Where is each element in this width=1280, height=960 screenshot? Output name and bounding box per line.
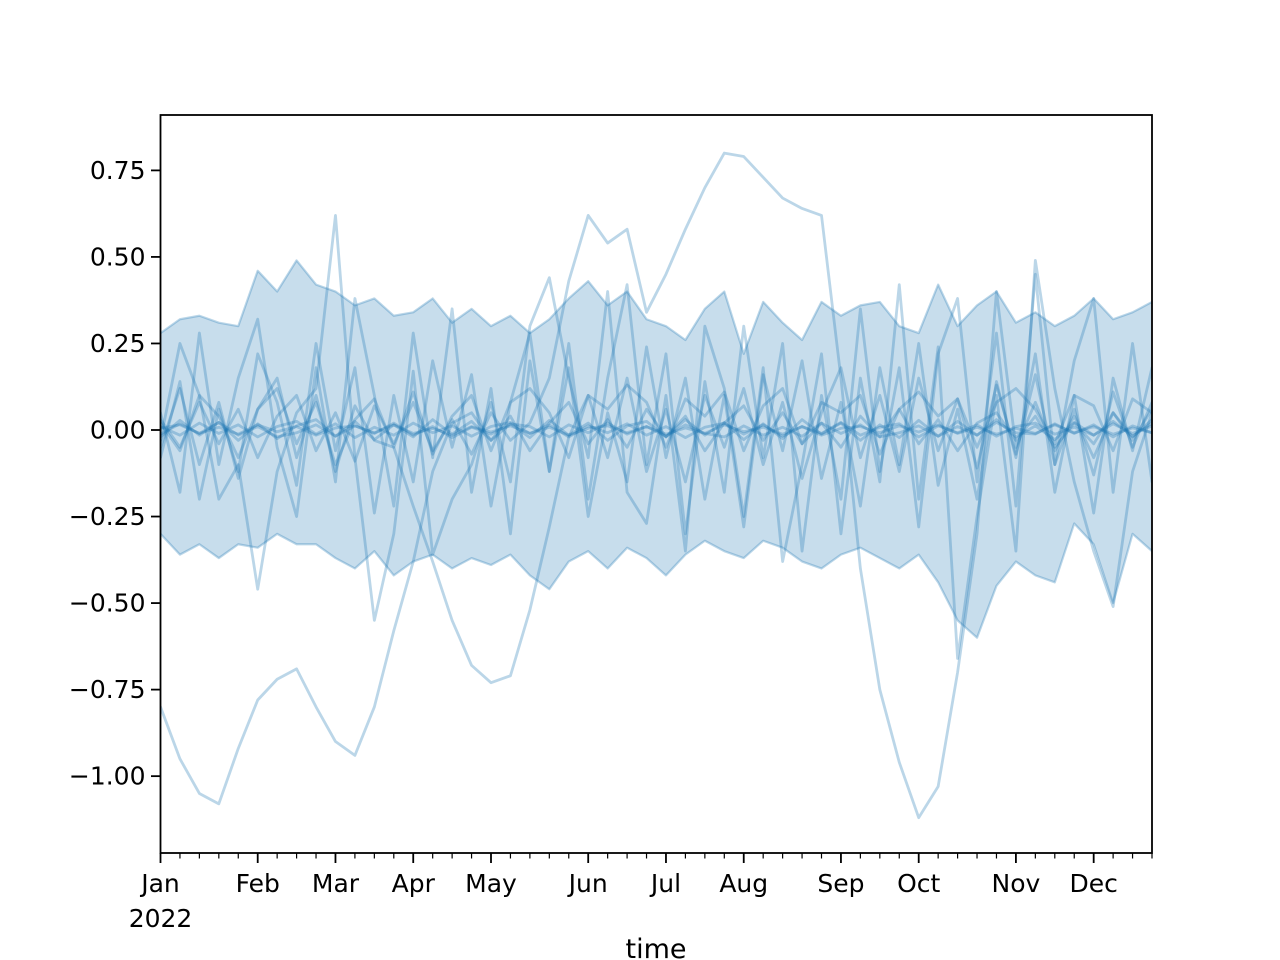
sample-path-11-near-zero [160,418,1152,442]
sample-path-8-near-zero [160,419,1152,440]
x-tick-label: Nov [992,869,1041,898]
sample-path-9-near-zero [160,420,1152,440]
y-tick-label: −0.25 [69,502,146,531]
x-tick-label: Apr [392,869,436,898]
x-tick-label: Dec [1069,869,1117,898]
axes-frame [159,114,1153,854]
sample-path-3-august-peak-october-crash [160,151,1152,820]
x-axis-label: time [625,934,687,960]
y-tick-label: 0.50 [90,242,146,271]
x-tick-label: Oct [897,869,940,898]
plot-area [160,151,1152,820]
y-tick-label: 0.25 [90,329,146,358]
x-tick-label: Sep [817,869,864,898]
y-tick-label: −0.75 [69,675,146,704]
band-upper-edge [160,259,1152,355]
sample-path-10-near-zero [160,423,1152,437]
x-tick-label: Aug [719,869,768,898]
x-tick-label: May [465,869,517,898]
y-tick-label: −1.00 [69,762,146,791]
y-tick-label: −0.50 [69,589,146,618]
y-tick-label: 0.00 [90,416,146,445]
x-axis-year-label: 2022 [129,904,193,933]
sample-path-4-volatile [160,213,1152,660]
y-tick-label: 0.75 [90,156,146,185]
band-lower-edge [160,522,1152,639]
sample-path-2-may-dip [160,366,1152,685]
x-tick-label: Jun [567,869,608,898]
x-tick-label: Jan [139,869,180,898]
sample-path-7-low-amplitude [160,383,1152,467]
confidence-band [160,260,1152,638]
x-tick-label: Feb [236,869,280,898]
sample-path-6-zigzag [160,331,1152,529]
x-tick-label: Mar [312,869,360,898]
sample-path-1-deep-january-dip [160,400,1152,806]
x-tick-label: Jul [649,869,681,898]
sample-path-5-zigzag [160,272,1152,553]
